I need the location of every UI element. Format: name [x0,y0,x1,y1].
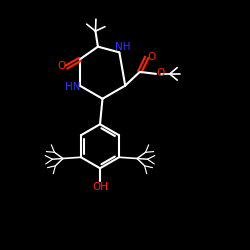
Text: OH: OH [92,182,108,192]
Text: O: O [147,52,155,62]
Text: O: O [58,61,66,71]
Text: O: O [156,68,164,78]
Text: HN: HN [65,82,80,92]
Text: NH: NH [114,42,130,52]
